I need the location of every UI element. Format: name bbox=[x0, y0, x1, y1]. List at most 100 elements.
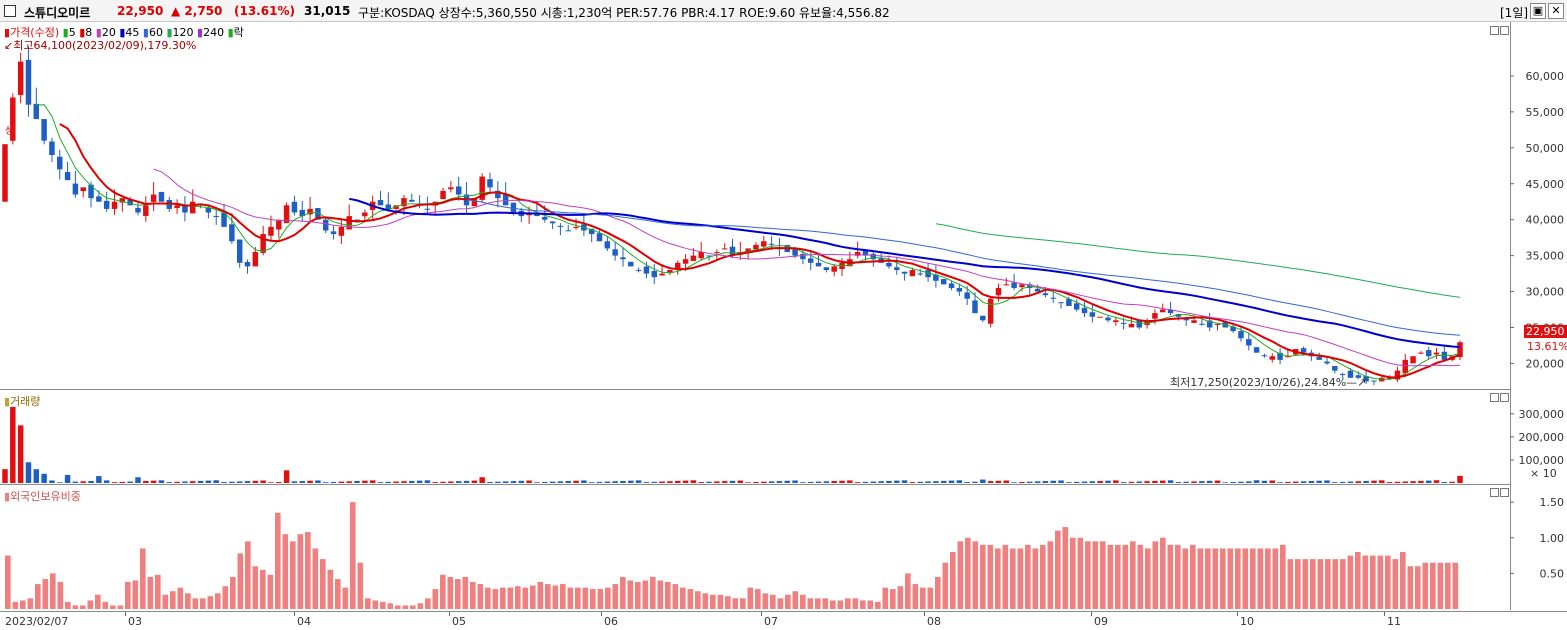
period-indicator[interactable]: [1일] bbox=[1500, 6, 1529, 20]
foreign-bar bbox=[680, 587, 686, 609]
checkbox-icon[interactable] bbox=[4, 5, 16, 17]
candle-body bbox=[823, 267, 830, 270]
volume-bar bbox=[197, 480, 204, 483]
foreign-bar bbox=[1122, 544, 1129, 609]
foreign-pane-max-button[interactable] bbox=[1500, 488, 1509, 497]
legend-ma20[interactable]: 20 bbox=[101, 26, 116, 39]
volume-bar bbox=[581, 480, 587, 483]
volume-bar bbox=[917, 481, 923, 483]
candle-body bbox=[33, 103, 40, 120]
volume-bar bbox=[690, 480, 697, 483]
foreign-bar bbox=[1347, 555, 1354, 609]
foreign-bar bbox=[1280, 544, 1286, 609]
candle-body bbox=[322, 219, 329, 231]
foreign-bar bbox=[207, 596, 214, 609]
foreign-bar bbox=[1235, 548, 1241, 609]
candle-body bbox=[620, 257, 626, 260]
candle-body bbox=[103, 200, 110, 209]
candle-body bbox=[25, 59, 32, 105]
volume-bar bbox=[1238, 481, 1244, 483]
price-change: ▲ 2,750 bbox=[171, 4, 223, 18]
legend-ma60[interactable]: 60 bbox=[148, 26, 163, 39]
foreign-bar bbox=[1092, 541, 1099, 609]
volume-bar bbox=[1316, 480, 1322, 483]
foreign-bar bbox=[770, 594, 776, 609]
volume-bar bbox=[1457, 475, 1463, 483]
foreign-bar bbox=[1370, 555, 1376, 609]
candle-body bbox=[330, 231, 337, 235]
candle-body bbox=[1019, 284, 1025, 288]
foreign-bar bbox=[80, 605, 86, 609]
legend-ma8[interactable]: 8 bbox=[85, 26, 93, 39]
foreign-bar bbox=[702, 593, 709, 609]
legend-ma5[interactable]: 5 bbox=[68, 26, 76, 39]
candle-body bbox=[917, 273, 923, 275]
candle-body bbox=[1191, 320, 1197, 323]
foreign-bar bbox=[935, 576, 941, 609]
volume-bar bbox=[369, 480, 376, 483]
foreign-bar bbox=[1257, 548, 1264, 609]
volume-bar bbox=[753, 481, 759, 483]
volume-bar bbox=[761, 481, 767, 483]
price-pane-border bbox=[0, 389, 1510, 390]
foreign-bar bbox=[1017, 548, 1024, 609]
price-pane-min-button[interactable] bbox=[1490, 26, 1499, 35]
foreign-bar bbox=[845, 598, 851, 609]
volume-bar bbox=[745, 482, 751, 483]
x-axis-label: 09 bbox=[1094, 615, 1108, 628]
volume-bar bbox=[706, 481, 712, 483]
volume-pane-min-button[interactable] bbox=[1490, 393, 1499, 402]
volume-bar bbox=[1292, 481, 1299, 483]
legend-ma120[interactable]: 120 bbox=[172, 26, 194, 39]
volume-bar bbox=[393, 481, 399, 483]
foreign-bar bbox=[1295, 559, 1301, 609]
volume-bar bbox=[41, 473, 47, 483]
price-pane-max-button[interactable] bbox=[1500, 26, 1509, 35]
foreign-bar bbox=[275, 512, 281, 609]
legend-rak[interactable]: 락 bbox=[233, 26, 244, 39]
price-legend: ▮가격(수정) ▮5 ▮8 ▮20 ▮45 ▮60 ▮120 ▮240 ▮락 bbox=[4, 26, 244, 39]
volume-bar bbox=[244, 481, 251, 483]
foreign-bar bbox=[1430, 562, 1436, 609]
volume-bar bbox=[1394, 481, 1401, 483]
volume-bar bbox=[1019, 481, 1025, 483]
volume-bar bbox=[839, 480, 845, 483]
volume-bar bbox=[565, 481, 571, 483]
x-axis-tick bbox=[294, 612, 295, 616]
candle-body bbox=[800, 253, 806, 260]
foreign-bar bbox=[620, 576, 626, 609]
stock-info: 구분:KOSDAQ 상장수:5,360,550 시총:1,230억 PER:57… bbox=[358, 6, 890, 20]
candle-body bbox=[127, 199, 133, 206]
volume-bar bbox=[792, 480, 798, 483]
foreign-bar bbox=[687, 589, 694, 609]
foreign-bar bbox=[395, 605, 401, 609]
candle-body bbox=[1402, 359, 1408, 374]
minimize-icon[interactable]: ▣ bbox=[1530, 3, 1546, 19]
foreign-bar bbox=[1175, 544, 1181, 609]
low-note: 최저17,250(2023/10/26),24.84%—↗ bbox=[1170, 374, 1366, 390]
candle-body bbox=[870, 253, 877, 260]
legend-ma240[interactable]: 240 bbox=[203, 26, 225, 39]
candle-body bbox=[377, 199, 384, 206]
foreign-bar bbox=[987, 544, 994, 609]
candle-body bbox=[729, 246, 736, 256]
x-axis-label: 07 bbox=[764, 615, 778, 628]
volume-bar bbox=[894, 480, 900, 483]
candle-body bbox=[182, 205, 188, 213]
volume-bar bbox=[588, 482, 595, 483]
foreign-bar bbox=[1355, 552, 1361, 609]
upper-limit-label: 상 bbox=[2, 125, 13, 135]
x-axis-label: 03 bbox=[128, 615, 142, 628]
close-icon[interactable]: ✕ bbox=[1548, 3, 1564, 19]
foreign-bar bbox=[237, 553, 244, 609]
foreign-bar bbox=[1182, 548, 1189, 609]
foreign-bar bbox=[860, 600, 866, 609]
volume-pane-max-button[interactable] bbox=[1500, 393, 1509, 402]
volume-bar bbox=[495, 481, 501, 483]
candle-body bbox=[1175, 313, 1182, 317]
volume-bar bbox=[96, 476, 102, 483]
volume-bar bbox=[1011, 482, 1017, 483]
legend-ma45[interactable]: 45 bbox=[125, 26, 140, 39]
foreign-pane-min-button[interactable] bbox=[1490, 488, 1499, 497]
